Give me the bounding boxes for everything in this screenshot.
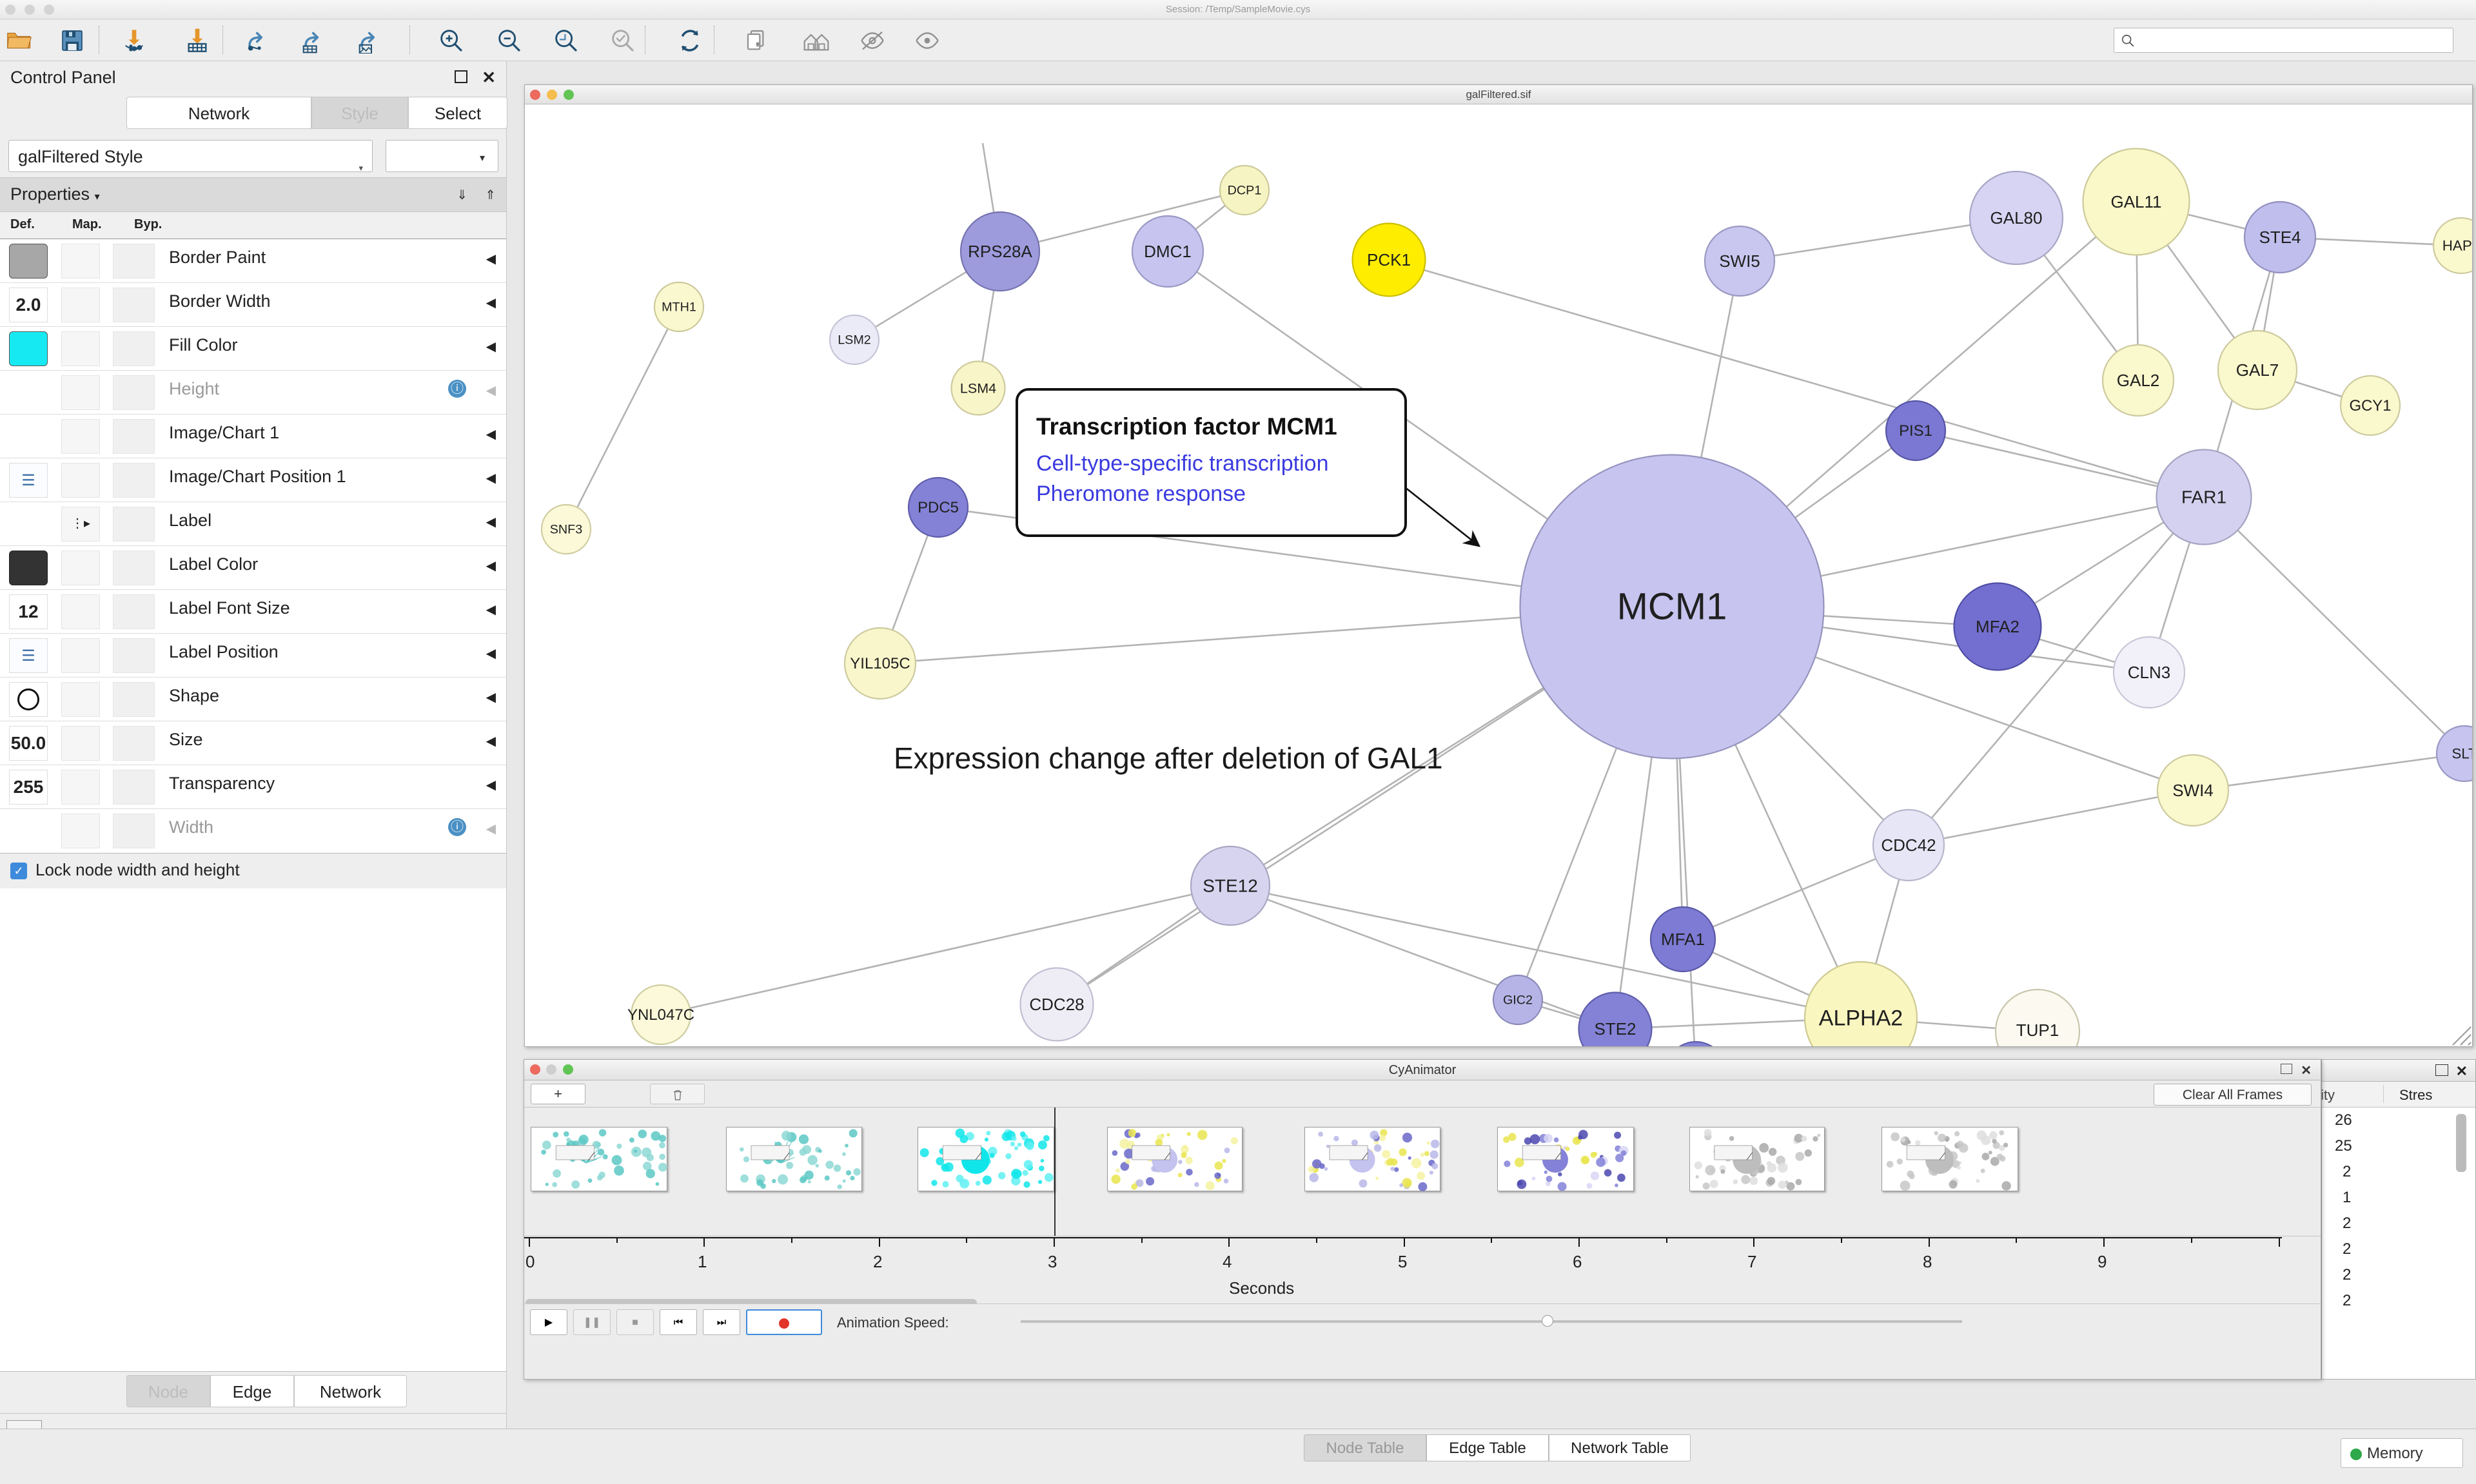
svg-text:1: 1 [698,1252,707,1271]
svg-text:GAL7: GAL7 [2236,360,2279,380]
svg-text:6: 6 [1573,1252,1582,1271]
svg-text:5: 5 [1398,1252,1407,1271]
svg-text:STE12: STE12 [1203,876,1258,896]
svg-text:LSM4: LSM4 [960,380,996,396]
svg-text:Pheromone response: Pheromone response [1036,482,1246,506]
svg-text:CDC28: CDC28 [1029,995,1084,1014]
svg-text:GCY1: GCY1 [2349,397,2391,415]
svg-text:9: 9 [2098,1252,2107,1271]
svg-text:GAL11: GAL11 [2110,192,2161,211]
svg-text:MTH1: MTH1 [662,300,696,315]
svg-text:0: 0 [526,1252,535,1271]
svg-text:7: 7 [1747,1252,1756,1271]
svg-text:Transcription factor MCM1: Transcription factor MCM1 [1036,413,1337,440]
svg-text:4: 4 [1223,1252,1232,1271]
svg-text:3: 3 [1048,1252,1057,1271]
svg-text:GAL2: GAL2 [2117,371,2160,390]
svg-text:CLN3: CLN3 [2128,663,2170,682]
svg-text:RPS28A: RPS28A [968,242,1032,261]
svg-text:Cell-type-specific transcripti: Cell-type-specific transcription [1036,451,1329,476]
svg-text:SLT: SLT [2451,746,2472,762]
svg-text:PIS1: PIS1 [1899,422,1932,440]
svg-text:STE4: STE4 [2259,228,2301,247]
svg-text:MFA1: MFA1 [1661,930,1705,949]
svg-text:GAL80: GAL80 [1990,208,2043,228]
svg-text:ALPHA2: ALPHA2 [1819,1006,1903,1031]
svg-text:YNL047C: YNL047C [627,1006,694,1024]
svg-text:SWI5: SWI5 [1719,251,1760,271]
svg-text:8: 8 [1923,1252,1932,1271]
svg-text:SWI4: SWI4 [2172,781,2214,800]
svg-text:GIC2: GIC2 [1503,993,1533,1008]
svg-text:MCM1: MCM1 [1617,586,1727,628]
svg-text:PDC5: PDC5 [918,499,959,516]
svg-text:Expression change after deleti: Expression change after deletion of GAL1 [894,741,1443,775]
svg-text:DCP1: DCP1 [1228,184,1262,198]
svg-text:HAP2: HAP2 [2442,238,2472,254]
svg-text:DMC1: DMC1 [1144,242,1192,261]
svg-text:LSM2: LSM2 [838,333,871,347]
svg-text:MFA2: MFA2 [1976,617,2019,636]
svg-text:CDC42: CDC42 [1881,835,1936,855]
svg-text:SNF3: SNF3 [550,523,583,537]
svg-text:PCK1: PCK1 [1367,250,1411,269]
svg-text:FAR1: FAR1 [2181,487,2226,507]
svg-text:STE2: STE2 [1594,1019,1636,1039]
svg-text:YIL105C: YIL105C [850,655,910,672]
svg-text:TUP1: TUP1 [2016,1020,2059,1040]
svg-text:2: 2 [873,1252,882,1271]
